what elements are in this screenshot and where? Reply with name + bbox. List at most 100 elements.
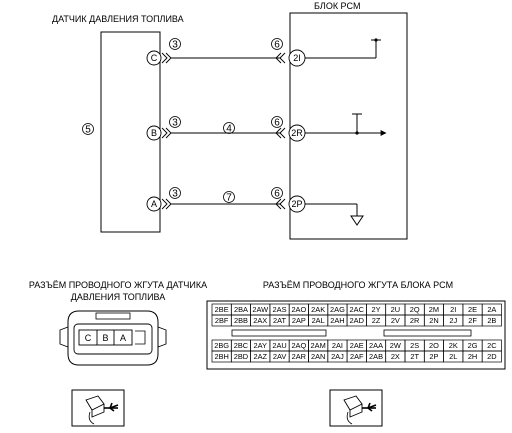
wire-num-circle <box>223 191 235 203</box>
view-arrow-icon <box>109 402 119 412</box>
junction-dot <box>355 131 359 135</box>
terminal-label: 2W <box>390 341 401 350</box>
terminal-label: 2AK <box>311 305 325 314</box>
terminal-label: 2BE <box>215 305 229 314</box>
terminal-label: 2X <box>391 352 400 361</box>
pcm-harness-grid: 2BE 2BA 2AW 2AS 2AO 2AK 2AG 2AC 2Y 2U 2Q 2M 2I 2E 2A 2B… <box>211 303 502 363</box>
terminal-label: 2AQ <box>291 341 306 350</box>
junction-dot <box>374 38 378 42</box>
connector-mark-right <box>275 52 286 64</box>
connector-shape <box>343 395 363 411</box>
wire-tail <box>88 411 95 425</box>
terminal-label: 2H <box>468 352 477 361</box>
pcm-harness-title: РАЗЪЁМ ПРОВОДНОГО ЖГУТА БЛОКА PCM <box>263 280 453 290</box>
sensor-connector-view-icon <box>71 389 125 427</box>
terminal-label: 2BA <box>234 305 248 314</box>
wire-b-2r: B 3 4 6 2R <box>146 113 387 142</box>
terminal-b: B <box>102 333 108 343</box>
terminal-label: 2AU <box>272 341 286 350</box>
terminal-label: 2Q <box>410 305 420 314</box>
terminal-label: 2AH <box>330 316 344 325</box>
icon-frame <box>71 389 125 427</box>
pcm-pin-2p-label: 2P <box>291 199 302 209</box>
pcm-connector-view-icon <box>329 389 383 427</box>
terminal-label: 2D <box>487 352 496 361</box>
pcm-harness-frame <box>206 300 506 370</box>
terminal-label: 2K <box>449 341 458 350</box>
connector-separator <box>231 329 327 337</box>
terminal-row <box>78 329 133 346</box>
terminal-label: 2Z <box>372 316 381 325</box>
sensor-harness-title-line1: РАЗЪЁМ ПРОВОДНОГО ЖГУТА ДАТЧИКА <box>29 280 207 290</box>
sensor-harness-title-line2: ДАВЛЕНИЯ ТОПЛИВА <box>71 292 166 302</box>
terminal-label: 2Y <box>372 305 381 314</box>
terminal-label: 2E <box>468 305 477 314</box>
terminal-label: 2T <box>410 352 419 361</box>
connector-mark-right <box>275 198 286 210</box>
terminal-label: 2M <box>429 305 439 314</box>
terminal-label: 2P <box>429 352 438 361</box>
terminal-label: 2AW <box>252 305 268 314</box>
connector-key <box>135 330 146 345</box>
terminal-label: 2AC <box>350 305 365 314</box>
connector-ear <box>59 326 69 348</box>
terminal-cell <box>481 350 502 363</box>
terminal-label: 2AE <box>350 341 364 350</box>
sensor-label-circle <box>82 123 94 135</box>
terminal-cell <box>481 314 502 327</box>
terminal-label: 2A <box>487 305 496 314</box>
terminal-label: 2AZ <box>253 352 267 361</box>
terminal-label: 2I <box>450 305 456 314</box>
terminal-label: 2N <box>429 316 438 325</box>
terminal-label: 2AJ <box>331 352 344 361</box>
terminal-a: A <box>120 333 126 343</box>
terminal-label: 2AV <box>273 352 286 361</box>
terminal-label: 2B <box>487 316 496 325</box>
sensor-pin-a-label: A <box>151 199 157 209</box>
wire-a-2p: A 3 7 6 2P <box>146 187 364 226</box>
terminal-label: 2BF <box>215 316 229 325</box>
connector-ear <box>157 326 167 348</box>
wire-num-middle: 4 <box>226 124 232 135</box>
terminal-label: 2BH <box>214 352 228 361</box>
terminal-label: 2AR <box>292 352 306 361</box>
connector-mark-left <box>161 52 172 64</box>
terminal-label: 2AB <box>369 352 383 361</box>
terminal-label: 2G <box>468 341 478 350</box>
terminal-label: 2BB <box>234 316 248 325</box>
terminal-label: 2V <box>391 316 400 325</box>
sensor-pin-b-label: B <box>151 128 157 138</box>
terminal-label: 2BG <box>214 341 229 350</box>
terminal-label: 2AY <box>254 341 267 350</box>
wire-num-left: 3 <box>172 118 178 129</box>
terminal-label: 2U <box>391 305 400 314</box>
wire-num-middle: 7 <box>226 193 232 204</box>
wire-num-circle <box>169 116 181 128</box>
wire-num-circle <box>271 38 283 50</box>
terminal-label: 2AG <box>330 305 345 314</box>
icon-frame <box>329 389 383 427</box>
sensor-pin-b <box>146 125 162 141</box>
connector-mark-left <box>161 127 172 139</box>
terminal-label: 2F <box>468 316 477 325</box>
terminal-label: 2AO <box>291 305 306 314</box>
sensor-label: 5 <box>85 125 91 136</box>
terminal-label: 2AS <box>273 305 287 314</box>
pcm-pin-2r-label: 2R <box>291 128 303 138</box>
wire-tail <box>346 411 353 425</box>
wire-c-2i: C 3 6 2I <box>146 38 381 67</box>
wire-num-left: 3 <box>172 189 178 200</box>
sensor-pin-c-label: C <box>151 53 158 63</box>
connector-inner <box>73 323 153 355</box>
ground-icon <box>350 215 364 226</box>
terminal-label: 2AN <box>311 352 325 361</box>
wire-num-right: 6 <box>274 40 280 51</box>
terminal-c: C <box>85 333 92 343</box>
terminal-label: 2AT <box>273 316 286 325</box>
connector-separator <box>383 329 472 337</box>
wire-num-right: 6 <box>274 189 280 200</box>
terminal-label: 2AL <box>312 316 325 325</box>
terminal-label: 2AF <box>350 352 364 361</box>
connector-latch <box>95 312 131 320</box>
terminal-label: 2AA <box>369 341 383 350</box>
